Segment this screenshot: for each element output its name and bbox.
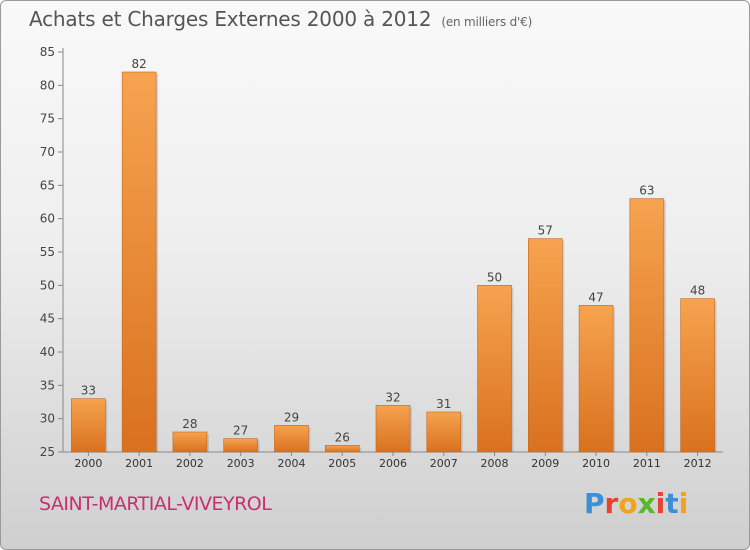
data-label: 50 [487,270,502,284]
bar [680,298,715,453]
x-tick-label: 2010 [582,457,610,470]
bar [274,425,309,453]
y-tick-label: 70 [40,145,55,159]
y-tick-label: 75 [40,112,55,126]
bar [578,305,614,453]
logo-letter: i [655,487,666,520]
data-label: 47 [588,290,603,304]
x-tick-label: 2012 [684,457,712,470]
x-tick-label: 2001 [125,457,153,470]
chart-title: Achats et Charges Externes 2000 à 2012 [29,7,432,31]
y-tick-label: 35 [40,378,55,392]
bar [629,198,665,453]
x-tick-label: 2005 [328,457,356,470]
y-tick-label: 60 [40,212,55,226]
y-tick-label: 65 [40,178,55,192]
x-tick-label: 2003 [227,457,255,470]
x-tick-label: 2011 [633,457,661,470]
chart-title-block: Achats et Charges Externes 2000 à 2012 (e… [29,7,532,31]
x-tick-label: 2000 [74,457,102,470]
data-label: 29 [284,410,299,424]
x-tick-label: 2009 [531,457,559,470]
y-tick-label: 80 [40,78,55,92]
data-label: 26 [335,430,350,444]
x-tick-label: 2002 [176,457,204,470]
bar [528,238,563,453]
bar [121,71,157,453]
y-tick-label: 55 [40,245,55,259]
data-label: 31 [436,397,451,411]
bar [477,285,512,453]
y-tick-label: 25 [40,445,55,459]
data-label: 57 [538,224,553,238]
y-tick-label: 30 [40,412,55,426]
bar [324,445,360,453]
bar [426,411,462,453]
y-tick-label: 40 [40,345,55,359]
y-tick-label: 50 [40,278,55,292]
y-tick-label: 45 [40,312,55,326]
x-tick-label: 2004 [277,457,305,470]
x-tick-label: 2007 [430,457,458,470]
data-label: 28 [182,417,197,431]
chart-subtitle: (en milliers d'€) [441,15,533,29]
data-label: 27 [233,424,248,438]
data-label: 32 [385,390,400,404]
logo-letter: P [584,487,605,520]
bar [375,405,411,453]
data-label: 48 [690,284,705,298]
logo-letter: o [618,487,638,520]
data-label: 82 [132,57,147,71]
bar [172,431,208,453]
proxiti-logo: Proxiti [584,487,688,520]
bar [71,398,106,453]
town-name: SAINT-MARTIAL-VIVEYROL [39,493,272,515]
bar [223,438,258,453]
logo-letter: x [637,487,656,520]
logo-letter: r [604,487,619,520]
data-label: 63 [639,184,654,198]
logo-letter: i [678,487,689,520]
logo-letter: t [665,487,679,520]
x-tick-label: 2006 [379,457,407,470]
data-label: 33 [81,384,96,398]
y-tick-label: 85 [40,45,55,59]
x-tick-label: 2008 [481,457,509,470]
